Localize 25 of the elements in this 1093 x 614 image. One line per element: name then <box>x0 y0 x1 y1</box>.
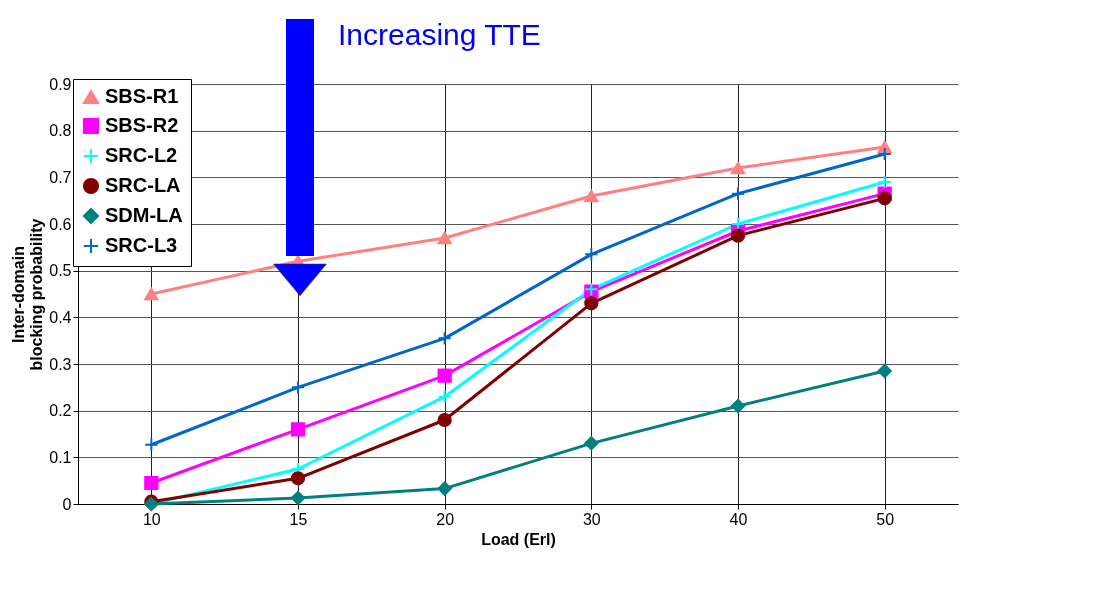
x-tick-label: 40 <box>729 510 748 528</box>
legend-label: SBS-R2 <box>105 114 179 136</box>
y-tick-label: 0.9 <box>49 75 72 93</box>
x-tick-label: 50 <box>876 510 895 528</box>
x-tick-label: 10 <box>142 510 161 528</box>
x-tick-label: 30 <box>582 510 601 528</box>
y-axis-title: Inter-domain blocking probability <box>10 218 46 371</box>
legend-label: SDM-LA <box>105 204 183 226</box>
y-tick-label: 0.2 <box>49 402 72 420</box>
y-tick-label: 0.4 <box>49 308 72 326</box>
y-tick-label: 0.8 <box>49 122 72 140</box>
legend-label: SRC-LA <box>105 174 181 196</box>
y-tick-label: 0.7 <box>49 168 72 186</box>
y-tick-label: 0.1 <box>49 448 72 466</box>
legend-label: SRC-L2 <box>105 144 178 166</box>
y-tick-label: 0.5 <box>49 262 72 280</box>
legend-label: SBS-R1 <box>105 85 179 107</box>
text: Increasing TTE <box>338 18 541 51</box>
y-tick-label: 0 <box>62 495 72 513</box>
y-tick-label: 0.3 <box>49 355 72 373</box>
legend-label: SRC-L3 <box>105 234 178 256</box>
x-tick-label: 15 <box>289 510 308 528</box>
x-axis-title: Load (Erl) <box>481 530 556 548</box>
x-tick-label: 20 <box>436 510 455 528</box>
y-tick-label: 0.6 <box>49 215 72 233</box>
